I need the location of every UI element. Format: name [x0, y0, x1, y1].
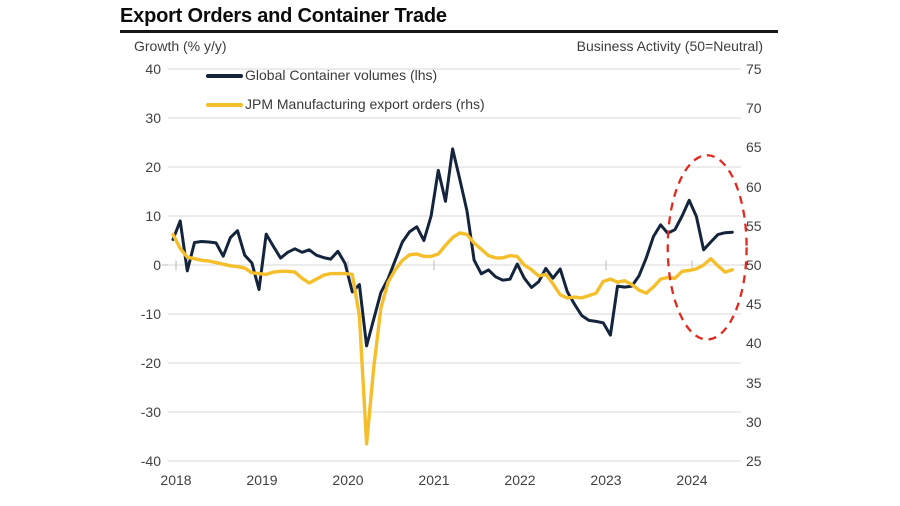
- right-axis-tick-label: 50: [746, 257, 762, 273]
- x-axis-tick-label: 2023: [590, 472, 622, 488]
- x-axis-tick-label: 2019: [246, 472, 278, 488]
- legend-label-export-orders: JPM Manufacturing export orders (rhs): [245, 96, 485, 112]
- right-axis-tick-label: 70: [746, 100, 762, 117]
- x-axis-tick-label: 2024: [676, 472, 708, 488]
- left-axis-tick-label: -30: [140, 404, 161, 420]
- right-axis-tick-label: 75: [746, 61, 762, 77]
- export-orders-line-swatch: [206, 103, 243, 107]
- highlight-ellipse: [666, 154, 748, 341]
- series-line-export-orders: [171, 231, 734, 446]
- container-volumes-line-swatch: [206, 74, 243, 78]
- left-axis-title: Growth (% y/y): [134, 38, 227, 54]
- left-axis-tick-label: -40: [140, 453, 161, 469]
- left-axis-tick-label: 20: [145, 159, 161, 175]
- x-axis-tick-label: 2020: [332, 472, 364, 488]
- left-axis-tick-label: -20: [140, 355, 161, 371]
- series-line-container-volumes: [171, 147, 734, 348]
- x-axis-tick-label: 2021: [418, 472, 450, 488]
- left-axis-tick-label: 10: [145, 208, 161, 224]
- page-title: Export Orders and Container Trade: [120, 5, 447, 27]
- right-axis-tick-label: 55: [746, 217, 762, 234]
- left-axis-tick-label: 40: [145, 61, 161, 77]
- legend-label-container-volumes: Global Container volumes (lhs): [245, 67, 438, 83]
- right-axis-tick-label: 30: [746, 413, 762, 430]
- left-axis-tick-label: 30: [145, 110, 161, 126]
- left-axis-tick-label: -10: [140, 306, 161, 322]
- title-underline: [120, 30, 778, 33]
- right-axis-tick-label: 35: [746, 374, 762, 391]
- right-axis-title: Business Activity (50=Neutral): [576, 38, 763, 54]
- right-axis-tick-label: 40: [746, 335, 762, 352]
- left-axis-tick-label: 0: [153, 257, 161, 273]
- right-axis-tick-label: 65: [746, 139, 762, 156]
- right-axis-tick-label: 45: [746, 296, 762, 313]
- x-axis-tick-label: 2022: [504, 472, 536, 488]
- right-axis-tick-label: 25: [746, 453, 762, 469]
- x-axis-tick-label: 2018: [160, 472, 192, 488]
- right-axis-tick-label: 60: [746, 178, 762, 195]
